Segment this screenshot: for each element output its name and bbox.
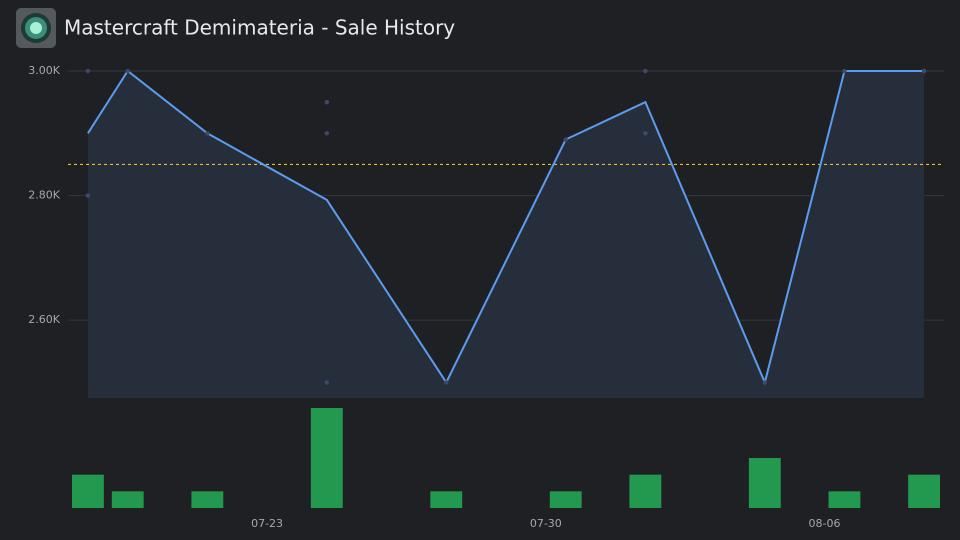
y-tick-label: 2.60K — [28, 313, 60, 326]
volume-bar — [191, 491, 224, 508]
item-icon — [16, 8, 56, 48]
y-tick-label: 2.80K — [28, 189, 60, 202]
volume-bar — [71, 474, 104, 508]
sale-point — [563, 137, 568, 142]
sale-point — [85, 68, 91, 74]
volume-bar — [748, 458, 781, 508]
price-line — [87, 69, 925, 386]
volume-bar — [908, 474, 941, 508]
area — [87, 71, 925, 398]
sale-point — [842, 68, 847, 74]
sale-point — [444, 380, 449, 385]
sale-point — [921, 68, 927, 74]
volume-bar — [629, 474, 662, 508]
volume-bar — [310, 408, 343, 508]
volume-bar — [549, 491, 582, 508]
x-tick-label: 07-23 — [251, 517, 283, 530]
sale-point — [762, 380, 768, 385]
sale-point — [324, 131, 330, 136]
volume-bar — [430, 491, 463, 508]
volume-bar — [111, 491, 144, 508]
sale-point — [643, 131, 648, 136]
sale-point — [324, 99, 330, 105]
x-tick-label: 08-06 — [809, 517, 841, 530]
y-tick-label: 3.00K — [28, 64, 60, 77]
sale-point — [205, 131, 210, 136]
sale-point — [324, 380, 330, 385]
sale-point — [85, 193, 91, 198]
sale-point — [125, 68, 130, 74]
x-tick-label: 07-30 — [530, 517, 562, 530]
volume-bar — [828, 491, 861, 508]
chart-title: Mastercraft Demimateria - Sale History — [64, 16, 455, 40]
sale-point — [643, 68, 648, 74]
